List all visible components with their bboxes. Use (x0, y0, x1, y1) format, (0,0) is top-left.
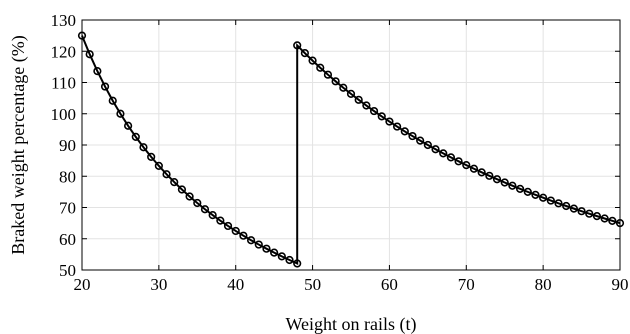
data-point (216, 216, 225, 225)
data-point (385, 117, 394, 126)
data-point (492, 175, 502, 184)
data-point (139, 143, 148, 152)
x-tick-label: 20 (74, 275, 91, 294)
y-tick-label: 60 (59, 230, 76, 249)
data-point (416, 136, 425, 145)
data-point (423, 140, 432, 150)
data-point (323, 70, 333, 79)
x-tick-labels: 20 30 40 50 60 70 80 90 (74, 275, 629, 294)
data-point (500, 178, 509, 187)
data-point (131, 132, 140, 142)
data-point (523, 187, 532, 196)
data-point (116, 109, 125, 118)
data-point (393, 122, 402, 131)
ticks (81, 19, 621, 271)
data-point (446, 153, 456, 162)
data-point (554, 199, 563, 208)
y-tick-label: 130 (51, 11, 77, 30)
y-tick-label: 120 (51, 42, 77, 61)
data-point (546, 196, 555, 205)
data-point (608, 216, 617, 225)
x-tick-label: 70 (458, 275, 475, 294)
data-point (147, 152, 156, 161)
data-point (193, 198, 202, 208)
data-point (454, 157, 463, 166)
x-tick-label: 30 (150, 275, 167, 294)
y-tick-label: 90 (59, 136, 76, 155)
data-point (477, 168, 486, 177)
data-point (362, 101, 371, 110)
y-tick-label: 70 (59, 199, 76, 218)
y-tick-labels: 50 60 70 80 90 100 110 120 130 (51, 11, 77, 280)
data-point (293, 41, 302, 50)
data-point (331, 77, 340, 86)
data-point (223, 221, 233, 231)
y-axis-label: Braked weight percentage (%) (8, 35, 29, 254)
data-point (592, 212, 602, 221)
data-point (200, 205, 210, 214)
y-tick-label: 110 (51, 74, 76, 93)
data-point (316, 63, 325, 72)
data-point (277, 252, 286, 261)
data-point (577, 207, 586, 216)
y-tick-label: 80 (59, 167, 76, 186)
data-point (162, 170, 171, 179)
data-point (177, 185, 187, 194)
data-point (462, 160, 471, 170)
data-point (531, 190, 540, 199)
series-line (81, 35, 621, 266)
data-point (600, 214, 609, 223)
data-point (231, 226, 240, 236)
data-point (154, 161, 163, 170)
data-point (377, 112, 386, 121)
data-point (346, 89, 356, 98)
data-point (93, 67, 102, 76)
data-points (77, 31, 625, 268)
data-point (515, 184, 525, 193)
data-point (108, 96, 117, 105)
data-point (85, 50, 94, 59)
x-tick-label: 60 (381, 275, 398, 294)
data-point (185, 192, 194, 201)
data-point (300, 49, 309, 58)
y-tick-label: 50 (59, 261, 76, 280)
data-point (431, 145, 440, 154)
data-point (170, 177, 179, 187)
data-point (124, 121, 133, 130)
data-point (208, 210, 217, 220)
x-axis-label: Weight on rails (t) (285, 314, 416, 334)
data-point (246, 236, 256, 245)
data-point (485, 171, 494, 180)
data-point (100, 82, 110, 91)
data-point (308, 56, 317, 65)
data-point (408, 131, 417, 141)
data-point (508, 181, 517, 190)
data-point (585, 209, 594, 218)
x-tick-label: 50 (304, 275, 321, 294)
y-tick-label: 100 (51, 105, 77, 124)
data-point (270, 248, 279, 257)
data-point (262, 244, 271, 253)
data-point (562, 201, 571, 211)
data-point (285, 255, 294, 265)
x-tick-label: 80 (535, 275, 552, 294)
data-point (293, 259, 302, 268)
data-point (254, 240, 263, 249)
data-point (369, 106, 379, 116)
data-point (615, 219, 625, 228)
data-point (354, 95, 363, 104)
data-point (339, 83, 348, 92)
data-point (569, 204, 578, 213)
data-point (239, 231, 248, 240)
data-point (469, 164, 479, 173)
x-tick-label: 40 (227, 275, 244, 294)
data-point (400, 127, 409, 136)
data-point (77, 31, 87, 40)
data-point (439, 149, 448, 158)
data-point (539, 193, 548, 202)
grid (81, 19, 621, 271)
x-tick-label: 90 (612, 275, 629, 294)
